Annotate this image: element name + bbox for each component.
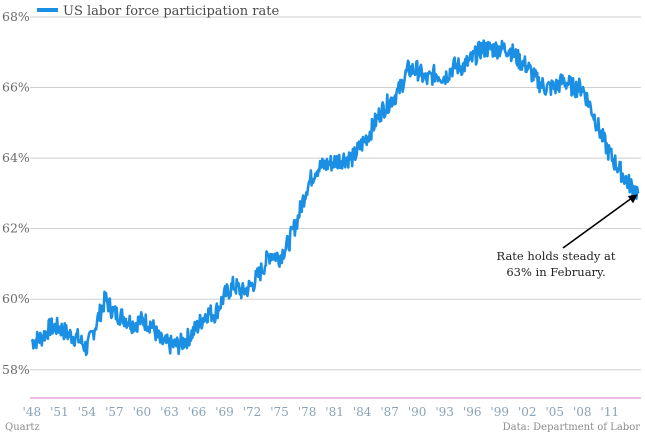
annotation-line-2: 63% in February. bbox=[506, 265, 605, 279]
x-tick-label: '75 bbox=[270, 405, 289, 419]
x-tick-label: '99 bbox=[490, 405, 509, 419]
annotation: Rate holds steady at 63% in February. bbox=[497, 194, 638, 279]
footer-source-left: Quartz bbox=[5, 422, 40, 433]
x-tick-label: '93 bbox=[435, 405, 454, 419]
x-tick-label: '08 bbox=[573, 405, 592, 419]
annotation-arrow bbox=[562, 196, 634, 249]
series-layer bbox=[30, 39, 640, 357]
x-tick-label: '63 bbox=[160, 405, 179, 419]
x-tick-label: '96 bbox=[463, 405, 482, 419]
legend-label: US labor force participation rate bbox=[63, 4, 279, 19]
x-tick-label: '51 bbox=[50, 405, 69, 419]
x-tick-label: '60 bbox=[133, 405, 152, 419]
x-tick-label: '57 bbox=[105, 405, 124, 419]
x-tick-label: '02 bbox=[518, 405, 537, 419]
x-tick-label: '48 bbox=[23, 405, 42, 419]
annotation-arrowhead bbox=[627, 194, 638, 204]
x-tick-label: '90 bbox=[408, 405, 427, 419]
y-tick-label: 62% bbox=[2, 221, 30, 236]
y-tick-label: 58% bbox=[2, 362, 30, 377]
y-tick-label: 68% bbox=[2, 9, 30, 24]
x-tick-label: '72 bbox=[243, 405, 262, 419]
footer-source-right: Data: Department of Labor bbox=[502, 422, 640, 433]
x-tick-label: '66 bbox=[188, 405, 207, 419]
series-line-labor-force bbox=[30, 39, 640, 357]
x-tick-label: '78 bbox=[298, 405, 317, 419]
x-tick-label: '69 bbox=[215, 405, 234, 419]
legend: US labor force participation rate bbox=[37, 4, 279, 19]
y-tick-label: 66% bbox=[2, 80, 30, 95]
x-axis-ticks: '48 '51 '54 '57 '60 '63 '66 '69 '72 '75 '78 '81 '84 '… bbox=[23, 405, 620, 419]
x-tick-label: '87 bbox=[380, 405, 399, 419]
y-axis-ticks: 58% 60% 62% 64% 66% 68% bbox=[2, 9, 30, 377]
y-tick-label: 60% bbox=[2, 291, 30, 306]
annotation-line-1: Rate holds steady at bbox=[497, 249, 616, 263]
x-tick-label: '05 bbox=[545, 405, 564, 419]
gridlines bbox=[30, 16, 641, 371]
y-tick-label: 64% bbox=[2, 150, 30, 165]
x-tick-label: '81 bbox=[325, 405, 344, 419]
x-tick-label: '54 bbox=[78, 405, 97, 419]
x-tick-label: '11 bbox=[601, 405, 620, 419]
x-tick-label: '84 bbox=[353, 405, 372, 419]
